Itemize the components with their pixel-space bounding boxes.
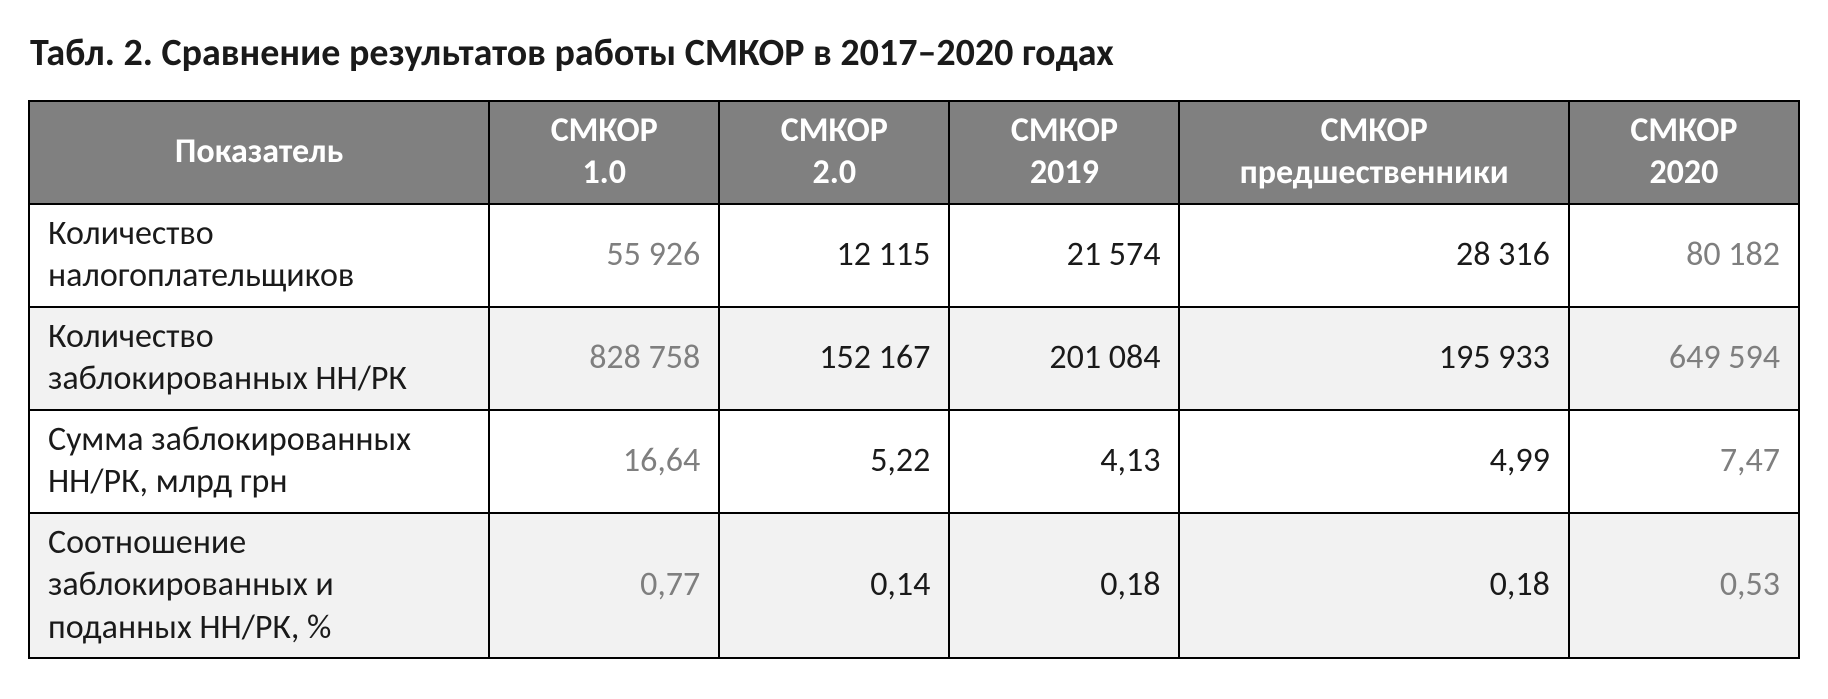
table-head: ПоказательСМКОР1.0СМКОР2.0СМКОР2019СМКОР… [29,101,1799,204]
cell: 5,22 [719,410,949,513]
row-label: Количество заблокированных НН/РК [29,307,489,410]
comparison-table: ПоказательСМКОР1.0СМКОР2.0СМКОР2019СМКОР… [28,100,1800,660]
col-header-0: Показатель [29,101,489,204]
col-header-5: СМКОР2020 [1569,101,1799,204]
cell: 16,64 [489,410,719,513]
cell: 201 084 [949,307,1179,410]
row-label: Сумма заблокированных НН/РК, млрд грн [29,410,489,513]
table-row: Количество заблокированных НН/РК828 7581… [29,307,1799,410]
table-row: Количество налогоплательщиков55 92612 11… [29,204,1799,307]
cell: 0,18 [949,513,1179,659]
header-row: ПоказательСМКОР1.0СМКОР2.0СМКОР2019СМКОР… [29,101,1799,204]
cell: 152 167 [719,307,949,410]
cell: 55 926 [489,204,719,307]
row-label: Соотношение заблокированных и поданных Н… [29,513,489,659]
cell: 21 574 [949,204,1179,307]
cell: 0,53 [1569,513,1799,659]
cell: 195 933 [1179,307,1568,410]
col-header-1: СМКОР1.0 [489,101,719,204]
cell: 649 594 [1569,307,1799,410]
cell: 4,13 [949,410,1179,513]
cell: 12 115 [719,204,949,307]
table-row: Соотношение заблокированных и поданных Н… [29,513,1799,659]
col-header-2: СМКОР2.0 [719,101,949,204]
cell: 80 182 [1569,204,1799,307]
page: Табл. 2. Сравнение результатов работы СМ… [0,0,1828,699]
col-header-3: СМКОР2019 [949,101,1179,204]
cell: 0,18 [1179,513,1568,659]
table-row: Сумма заблокированных НН/РК, млрд грн16,… [29,410,1799,513]
cell: 828 758 [489,307,719,410]
table-body: Количество налогоплательщиков55 92612 11… [29,204,1799,659]
row-label: Количество налогоплательщиков [29,204,489,307]
cell: 0,77 [489,513,719,659]
col-header-4: СМКОРпредшественники [1179,101,1568,204]
cell: 28 316 [1179,204,1568,307]
cell: 4,99 [1179,410,1568,513]
cell: 0,14 [719,513,949,659]
table-title: Табл. 2. Сравнение результатов работы СМ… [30,30,1800,78]
cell: 7,47 [1569,410,1799,513]
